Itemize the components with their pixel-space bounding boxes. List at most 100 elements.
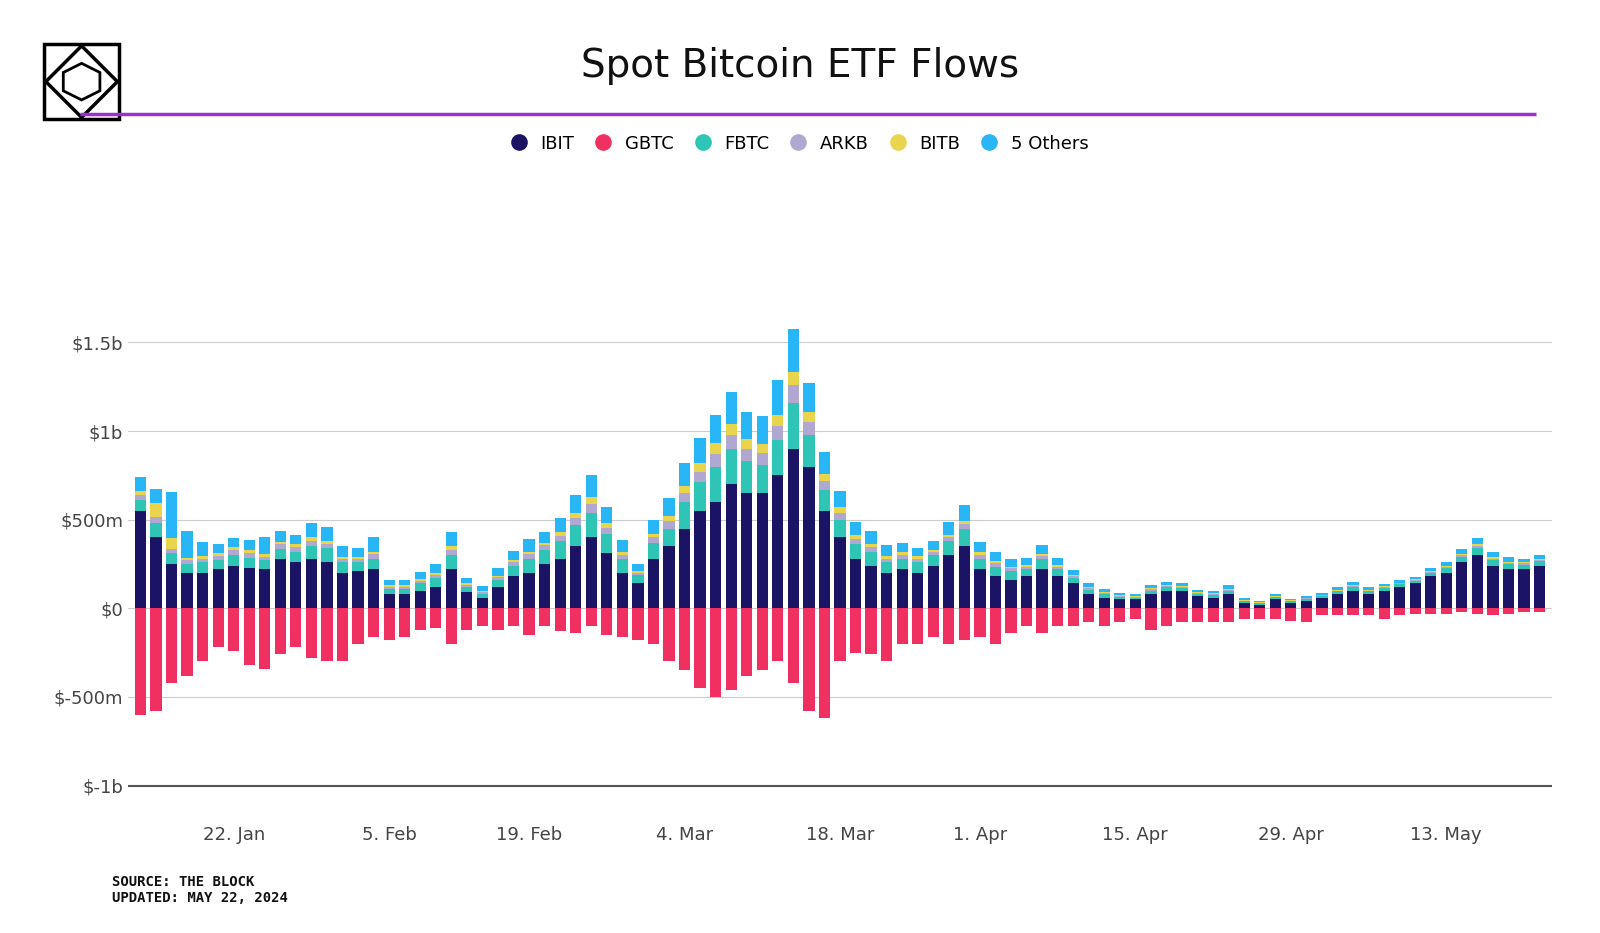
Bar [523,554,534,559]
Bar [523,608,534,635]
Bar [1394,587,1405,608]
Bar [866,551,877,565]
Bar [166,493,178,538]
Bar [181,531,192,558]
Bar [912,573,923,608]
Bar [259,561,270,569]
Bar [1083,594,1094,608]
Bar [990,564,1002,566]
Bar [150,608,162,711]
Bar [1347,587,1358,591]
Bar [1067,608,1078,626]
Bar [134,492,146,494]
Bar [1037,553,1048,556]
Bar [944,541,955,555]
Bar [850,608,861,653]
Bar [1238,598,1250,600]
Bar [1440,573,1451,608]
Bar [493,578,504,580]
Bar [1222,585,1234,589]
Bar [1130,600,1141,608]
Bar [1440,567,1451,568]
Bar [1379,584,1390,586]
Bar [555,536,566,541]
Bar [866,608,877,654]
Bar [928,555,939,565]
Bar [1021,608,1032,626]
Bar [384,585,395,587]
Bar [1146,608,1157,630]
Bar [398,587,410,589]
Bar [555,541,566,559]
Bar [632,571,643,573]
Bar [243,608,254,665]
Bar [1472,538,1483,544]
Bar [850,535,861,539]
Bar [368,554,379,559]
Bar [912,559,923,563]
Bar [338,559,349,563]
Bar [974,608,986,636]
Bar [757,444,768,453]
Bar [773,476,784,608]
Bar [507,577,518,608]
Bar [819,608,830,718]
Bar [181,608,192,675]
Bar [1502,569,1514,608]
Bar [632,575,643,583]
Bar [1176,588,1187,591]
Bar [787,403,798,449]
Bar [384,589,395,594]
Bar [306,541,317,547]
Bar [787,449,798,608]
Bar [974,569,986,608]
Bar [243,553,254,558]
Bar [352,571,363,608]
Bar [1488,559,1499,561]
Bar [1410,608,1421,614]
Bar [803,422,814,435]
Bar [1099,598,1110,608]
Bar [477,598,488,608]
Bar [134,608,146,715]
Bar [430,573,442,575]
Bar [850,522,861,535]
Bar [213,556,224,561]
Bar [1456,557,1467,563]
Bar [850,545,861,559]
Bar [1347,586,1358,587]
Bar [882,556,893,559]
Bar [1456,555,1467,557]
Bar [507,565,518,577]
Bar [338,563,349,573]
Bar [1114,600,1125,608]
Bar [616,559,627,573]
Bar [1488,565,1499,608]
Bar [757,493,768,608]
Bar [1270,597,1282,600]
Bar [944,522,955,535]
Bar [134,511,146,608]
Bar [384,594,395,608]
Bar [958,529,970,547]
Bar [896,569,907,608]
Bar [803,466,814,608]
Bar [974,552,986,555]
Bar [166,608,178,683]
Bar [1317,592,1328,594]
Legend: IBIT, GBTC, FBTC, ARKB, BITB, 5 Others: IBIT, GBTC, FBTC, ARKB, BITB, 5 Others [512,135,1088,153]
Bar [757,416,768,444]
Bar [1083,590,1094,594]
Bar [1456,608,1467,612]
Bar [896,552,907,555]
Bar [866,547,877,551]
Bar [1067,577,1078,578]
Bar [616,552,627,555]
Bar [555,518,566,532]
Bar [616,555,627,559]
Bar [1208,608,1219,622]
Bar [1502,564,1514,569]
Bar [243,539,254,550]
Bar [1331,594,1342,608]
Bar [1488,557,1499,559]
